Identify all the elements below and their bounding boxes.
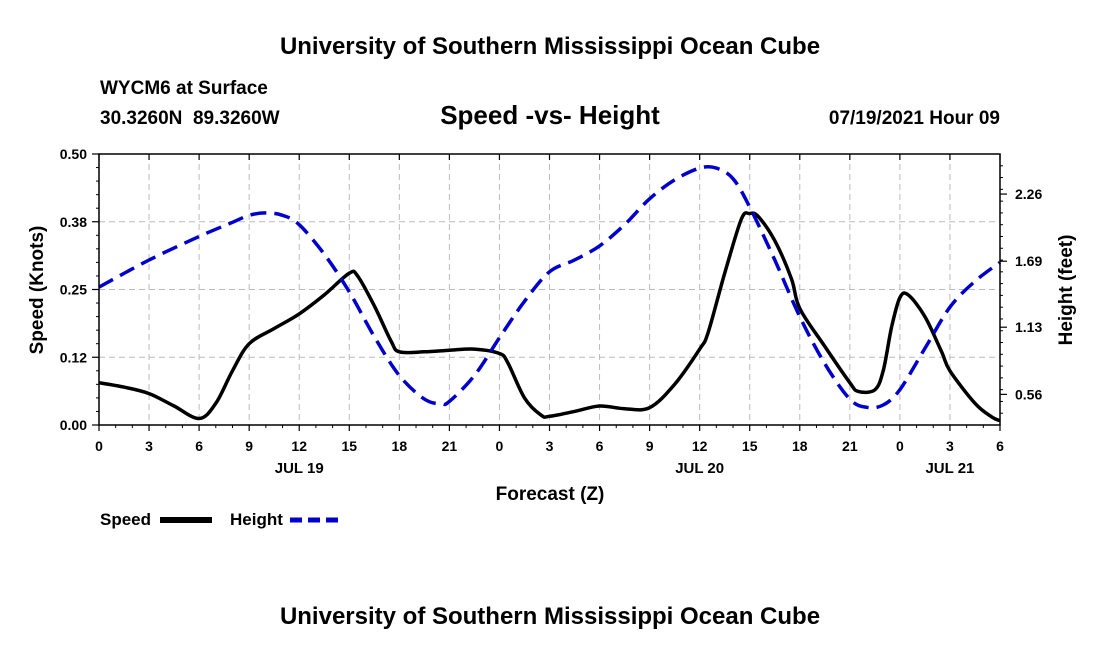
y-tick-label: 0.50 xyxy=(60,146,87,162)
x-tick-label: 9 xyxy=(245,438,253,454)
grid xyxy=(99,154,1000,425)
series-layer xyxy=(98,165,1002,423)
coords-label: 30.3260N 89.3260W xyxy=(100,108,280,129)
y2-axis-title: Height (feet) xyxy=(1056,235,1077,346)
legend-height-label: Height xyxy=(230,510,283,529)
y2-tick-label: 0.56 xyxy=(1015,386,1042,402)
x-tick-label: 18 xyxy=(792,438,808,454)
legend-speed-label: Speed xyxy=(100,510,151,529)
x-tick-label: 12 xyxy=(692,438,708,454)
chart-title: Speed -vs- Height xyxy=(440,100,660,130)
station-label: WYCM6 at Surface xyxy=(100,78,268,99)
datetime-label: 07/19/2021 Hour 09 xyxy=(829,108,1000,129)
x-tick-label: 6 xyxy=(996,438,1004,454)
speed-series-line xyxy=(98,211,1001,423)
y2-tick-label: 2.26 xyxy=(1015,186,1042,202)
date-label: JUL 20 xyxy=(675,460,724,477)
x-tick-label: 21 xyxy=(842,438,858,454)
x-tick-label: 0 xyxy=(496,438,504,454)
x-tick-label: 9 xyxy=(646,438,654,454)
x-tick-label: 12 xyxy=(291,438,307,454)
date-label: JUL 21 xyxy=(925,460,974,477)
y-tick-label: 0.00 xyxy=(60,417,87,433)
x-tick-label: 15 xyxy=(341,438,357,454)
x-tick-label: 3 xyxy=(145,438,153,454)
x-tick-label: 0 xyxy=(95,438,103,454)
x-tick-label: 21 xyxy=(442,438,458,454)
height-series-line xyxy=(98,165,1002,410)
y2-tick-label: 1.69 xyxy=(1015,253,1042,269)
y-tick-label: 0.12 xyxy=(60,349,87,365)
x-tick-label: 3 xyxy=(546,438,554,454)
axes: 0 3 6 9 12 15 18 21 0 3 6 9 12 15 18 21 0 3 6 JUL 19 JUL 20 J… xyxy=(60,146,1043,477)
footer-title: University of Southern Mississippi Ocean… xyxy=(280,603,820,630)
legend: Speed Height xyxy=(100,510,342,529)
x-tick-label: 15 xyxy=(742,438,758,454)
x-tick-label: 0 xyxy=(896,438,904,454)
x-tick-label: 6 xyxy=(195,438,203,454)
y2-tick-label: 1.13 xyxy=(1015,319,1042,335)
date-label: JUL 19 xyxy=(275,460,324,477)
y-tick-label: 0.38 xyxy=(60,214,87,230)
x-tick-label: 18 xyxy=(392,438,408,454)
x-axis-title: Forecast (Z) xyxy=(496,484,605,505)
x-tick-label: 6 xyxy=(596,438,604,454)
y-axis-title: Speed (Knots) xyxy=(27,226,48,355)
x-tick-label: 3 xyxy=(946,438,954,454)
page-title: University of Southern Mississippi Ocean… xyxy=(280,33,820,60)
y-tick-label: 0.25 xyxy=(60,282,87,298)
